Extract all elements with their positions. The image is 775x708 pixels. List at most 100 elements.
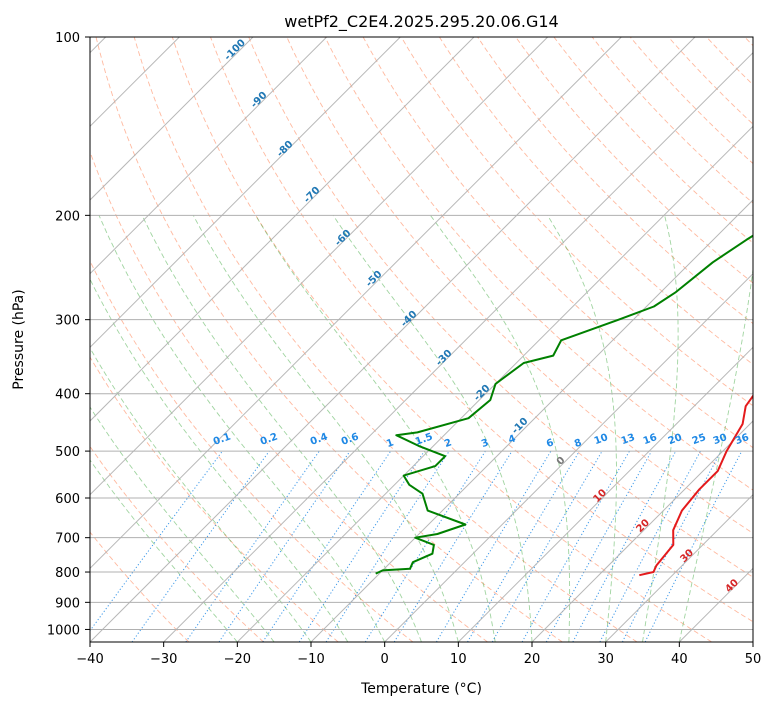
y-tick-label: 100 <box>55 31 80 46</box>
dry-adiabat <box>90 356 339 642</box>
dry-adiabat <box>90 531 190 642</box>
dry-adiabat <box>248 37 753 578</box>
mixing-ratio-line <box>218 450 351 642</box>
mixing-ratio-line <box>467 450 580 642</box>
series-group <box>375 234 753 577</box>
x-tick-label: 20 <box>524 652 541 667</box>
isotherm <box>678 567 753 642</box>
moist-adiabat <box>98 215 386 642</box>
y-tick-label: 700 <box>55 532 80 547</box>
mixing-ratio-label: 0.6 <box>340 431 360 447</box>
dry-adiabat-label: -30 <box>434 348 455 369</box>
isotherm <box>90 37 254 201</box>
isotherm <box>90 37 401 349</box>
y-axis: 100 200 300 400 500 600 700 800 900 1000 <box>47 31 90 638</box>
mixing-ratio-line <box>435 450 552 642</box>
mixing-ratio-label: 1.5 <box>414 431 434 447</box>
moist-adiabat <box>547 215 617 642</box>
moist-adiabat <box>678 265 753 642</box>
moist-adiabat <box>430 215 571 642</box>
y-tick-label: 400 <box>55 388 80 403</box>
y-tick-label: 1000 <box>47 623 80 638</box>
mixing-ratio-label: 10 <box>593 432 610 447</box>
mixing-ratio-line <box>521 450 630 642</box>
dry-adiabat-label: -80 <box>275 139 296 160</box>
mixing-ratio-label: 3 <box>480 437 490 450</box>
dry-adiabat <box>90 259 414 642</box>
mixing-ratio-label: 0.4 <box>309 431 329 447</box>
isotherm <box>90 37 475 422</box>
mixing-ratio-label: 4 <box>507 433 517 446</box>
x-tick-label: 0 <box>381 652 389 667</box>
dry-adiabat <box>324 37 753 491</box>
moist-adiabat-label: 30 <box>678 547 696 565</box>
dry-adiabat <box>210 37 753 623</box>
moist-adiabat <box>141 215 422 642</box>
moist-adiabat <box>255 215 496 642</box>
dry-adiabat-label: 0 <box>555 455 568 468</box>
dry-adiabat-label: -70 <box>302 185 323 206</box>
temperature-line <box>639 394 753 577</box>
isotherm <box>310 199 753 642</box>
dry-adiabat <box>171 37 712 642</box>
y-tick-label: 900 <box>55 596 80 611</box>
y-tick-label: 500 <box>55 445 80 460</box>
mixing-ratio-label: 20 <box>667 432 684 447</box>
y-tick-label: 800 <box>55 566 80 581</box>
mixing-ratio-line <box>599 450 701 642</box>
dry-adiabat <box>400 37 753 407</box>
thermo-background <box>90 37 753 642</box>
dry-adiabat-label: -60 <box>333 228 354 249</box>
dry-adiabat <box>95 37 563 642</box>
plot-frame <box>89 36 754 643</box>
x-axis: −40 −30 −20 −10 0 10 20 30 40 50 <box>76 642 761 667</box>
mixing-ratio-line <box>262 450 392 642</box>
mixing-ratio-line <box>131 450 270 642</box>
x-tick-label: 10 <box>450 652 467 667</box>
isotherm <box>531 420 753 642</box>
line-labels: -100-90-80-70-60-50-40-30-20-10010203040… <box>212 37 751 595</box>
dry-adiabat-label: -100 <box>222 37 248 63</box>
isotherm <box>752 641 753 642</box>
x-tick-label: −10 <box>297 652 324 667</box>
isotherm <box>90 37 549 496</box>
chart-title: wetPf2_C2E4.2025.295.20.06.G14 <box>284 12 558 32</box>
mixing-ratio-label: 2 <box>443 437 453 450</box>
mixing-ratio-label: 1 <box>385 437 395 450</box>
x-tick-label: 50 <box>745 652 762 667</box>
x-axis-label: Temperature (°C) <box>360 681 482 697</box>
x-tick-label: −20 <box>224 652 251 667</box>
mixing-ratio-label: 36 <box>734 432 751 447</box>
mixing-ratio-label: 0.2 <box>259 431 279 447</box>
y-tick-label: 600 <box>55 492 80 507</box>
isotherm <box>384 272 753 642</box>
dry-adiabat <box>90 445 264 642</box>
y-tick-label: 200 <box>55 209 80 224</box>
dry-adiabat <box>133 37 638 642</box>
isotherm <box>90 37 328 275</box>
x-tick-label: 30 <box>597 652 614 667</box>
isotherm <box>163 51 753 642</box>
moist-adiabat <box>90 459 238 642</box>
mixing-ratio-line <box>545 450 653 642</box>
isotherm <box>90 37 696 642</box>
mixing-ratio-line <box>325 450 450 642</box>
dry-adiabat <box>706 37 753 86</box>
moist-adiabat <box>90 406 275 642</box>
isotherm <box>605 493 753 642</box>
isotherm <box>457 346 753 642</box>
dry-adiabat-label: -50 <box>364 269 385 290</box>
grid <box>90 37 753 642</box>
y-tick-label: 300 <box>55 314 80 329</box>
x-tick-label: −40 <box>76 652 103 667</box>
dry-adiabat <box>90 150 488 642</box>
mixing-ratio-label: 25 <box>691 432 708 447</box>
dry-adiabat-label: -90 <box>249 90 270 111</box>
mixing-ratio-label: 30 <box>712 432 729 447</box>
dry-adiabat <box>515 37 753 284</box>
moist-adiabat <box>192 215 459 642</box>
dewpoint-line <box>375 234 753 575</box>
mixing-ratio-label: 6 <box>545 437 555 450</box>
mixing-ratio-label: 16 <box>642 432 659 447</box>
